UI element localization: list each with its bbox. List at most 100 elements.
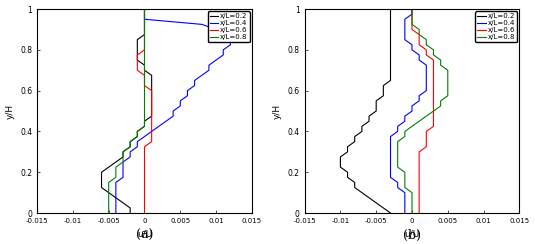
x/L=0.2	[380, 206, 387, 209]
x/L=0.2	[345, 145, 351, 148]
x/L=0.4	[394, 130, 401, 133]
x/L=0.4	[113, 212, 119, 214]
x/L=0.4	[387, 176, 394, 179]
x/L=0.6	[141, 161, 148, 163]
x/L=0.8	[141, 13, 148, 16]
Text: (b): (b)	[403, 229, 421, 242]
x/L=0.6	[430, 120, 437, 123]
x/L=0.8	[141, 115, 148, 118]
x/L=0.2	[134, 38, 141, 41]
x/L=0.4	[409, 13, 415, 16]
x/L=0.8	[105, 186, 112, 189]
x/L=0.8	[141, 69, 148, 72]
x/L=0.4	[148, 130, 155, 133]
x/L=0.4	[423, 79, 430, 82]
x/L=0.6	[430, 125, 437, 128]
x/L=0.6	[416, 181, 422, 184]
x/L=0.6	[141, 145, 148, 148]
x/L=0.6	[141, 186, 148, 189]
x/L=0.6	[141, 155, 148, 158]
x/L=0.4	[394, 186, 401, 189]
x/L=0.8	[430, 48, 437, 51]
x/L=0.6	[430, 104, 437, 107]
x/L=0.2	[380, 84, 387, 87]
x/L=0.2	[148, 104, 155, 107]
x/L=0.8	[438, 59, 444, 61]
x/L=0.4	[423, 69, 430, 72]
x/L=0.4	[394, 181, 401, 184]
Line: x/L=0.4: x/L=0.4	[116, 9, 231, 213]
Y-axis label: y/H: y/H	[5, 103, 14, 119]
x/L=0.8	[430, 53, 437, 56]
x/L=0.2	[141, 69, 148, 72]
x/L=0.2	[148, 89, 155, 92]
x/L=0.4	[387, 145, 394, 148]
x/L=0.2	[345, 176, 351, 179]
x/L=0.8	[113, 166, 119, 169]
x/L=0.6	[430, 84, 437, 87]
x/L=0.4	[156, 125, 162, 128]
x/L=0.4	[387, 161, 394, 163]
x/L=0.2	[387, 33, 394, 36]
x/L=0.8	[105, 212, 112, 214]
x/L=0.8	[141, 120, 148, 123]
x/L=0.2	[358, 191, 365, 194]
x/L=0.4	[409, 43, 415, 46]
x/L=0.8	[445, 84, 451, 87]
x/L=0.4	[402, 196, 408, 199]
x/L=0.4	[141, 18, 148, 21]
x/L=0.4	[113, 191, 119, 194]
x/L=0.6	[141, 23, 148, 26]
x/L=0.8	[409, 206, 415, 209]
x/L=0.4	[198, 23, 205, 26]
x/L=0.8	[409, 196, 415, 199]
Legend: x/L=0.2, x/L=0.4, x/L=0.6, x/L=0.8: x/L=0.2, x/L=0.4, x/L=0.6, x/L=0.8	[475, 11, 517, 42]
x/L=0.8	[141, 64, 148, 67]
x/L=0.6	[148, 120, 155, 123]
x/L=0.2	[387, 212, 394, 214]
x/L=0.4	[402, 191, 408, 194]
x/L=0.8	[105, 191, 112, 194]
x/L=0.4	[120, 171, 126, 174]
x/L=0.2	[127, 212, 133, 214]
x/L=0.2	[148, 74, 155, 77]
x/L=0.2	[358, 130, 365, 133]
x/L=0.6	[430, 110, 437, 112]
x/L=0.2	[134, 53, 141, 56]
x/L=0.2	[141, 120, 148, 123]
x/L=0.6	[134, 64, 141, 67]
x/L=0.2	[366, 115, 372, 118]
x/L=0.4	[113, 201, 119, 204]
x/L=0.2	[113, 196, 119, 199]
x/L=0.6	[148, 99, 155, 102]
x/L=0.6	[416, 196, 422, 199]
x/L=0.4	[423, 64, 430, 67]
x/L=0.8	[105, 206, 112, 209]
x/L=0.4	[402, 212, 408, 214]
x/L=0.2	[387, 79, 394, 82]
x/L=0.6	[416, 186, 422, 189]
x/L=0.6	[148, 135, 155, 138]
x/L=0.2	[380, 94, 387, 97]
x/L=0.2	[105, 166, 112, 169]
Line: x/L=0.6: x/L=0.6	[412, 9, 433, 213]
x/L=0.2	[373, 201, 379, 204]
x/L=0.2	[387, 53, 394, 56]
x/L=0.6	[430, 99, 437, 102]
x/L=0.6	[430, 94, 437, 97]
x/L=0.4	[416, 59, 422, 61]
x/L=0.8	[430, 110, 437, 112]
x/L=0.6	[141, 13, 148, 16]
x/L=0.8	[141, 48, 148, 51]
x/L=0.2	[148, 84, 155, 87]
x/L=0.6	[148, 110, 155, 112]
Line: x/L=0.2: x/L=0.2	[340, 9, 391, 213]
x/L=0.2	[141, 23, 148, 26]
x/L=0.6	[416, 33, 422, 36]
Line: x/L=0.2: x/L=0.2	[102, 9, 151, 213]
x/L=0.2	[345, 150, 351, 153]
x/L=0.8	[113, 176, 119, 179]
x/L=0.8	[394, 155, 401, 158]
x/L=0.6	[416, 171, 422, 174]
x/L=0.6	[134, 69, 141, 72]
